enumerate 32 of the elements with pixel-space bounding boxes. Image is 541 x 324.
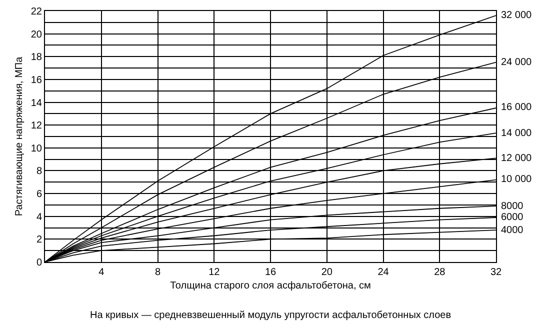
y-tick-label: 4 xyxy=(36,212,42,223)
y-tick-label: 2 xyxy=(36,234,42,246)
x-tick-label: 20 xyxy=(321,267,333,278)
x-tick-label: 32 xyxy=(490,267,502,278)
y-tick-label: 12 xyxy=(30,120,42,132)
series-label: 10 000 xyxy=(501,174,532,185)
series-label: 14 000 xyxy=(501,128,532,139)
y-tick-label: 8 xyxy=(36,166,42,178)
y-tick-label: 14 xyxy=(30,98,42,109)
y-tick-label: 20 xyxy=(30,29,42,40)
y-tick-label: 0 xyxy=(36,258,42,268)
series-label: 12 000 xyxy=(501,153,532,164)
y-axis-title: Растягивающие напряжения, МПа xyxy=(14,56,25,216)
series-label: 4000 xyxy=(501,225,524,236)
y-tick-label: 6 xyxy=(36,189,42,200)
y-tick-label: 22 xyxy=(30,6,42,18)
x-tick-label: 28 xyxy=(434,267,446,278)
x-tick-label: 16 xyxy=(264,267,276,278)
y-tick-label: 16 xyxy=(30,74,42,86)
x-tick-label: 4 xyxy=(98,267,105,278)
x-axis-title: Толщина старого слоя асфальтобетона, см xyxy=(170,280,372,292)
x-tick-label: 8 xyxy=(154,267,161,278)
series-label: 16 000 xyxy=(501,102,532,113)
series-label: 8000 xyxy=(501,201,524,212)
y-tick-label: 10 xyxy=(30,143,42,154)
x-tick-label: 24 xyxy=(378,267,390,278)
series-label: 32 000 xyxy=(501,10,532,21)
text: На кривых — средневзвешенный модуль упругости асфальтобетонных слоев xyxy=(90,310,452,321)
x-tick-label: 12 xyxy=(208,267,220,278)
series-label: 24 000 xyxy=(501,57,532,68)
y-tick-label: 18 xyxy=(30,52,42,64)
series-label: 6000 xyxy=(501,212,524,223)
